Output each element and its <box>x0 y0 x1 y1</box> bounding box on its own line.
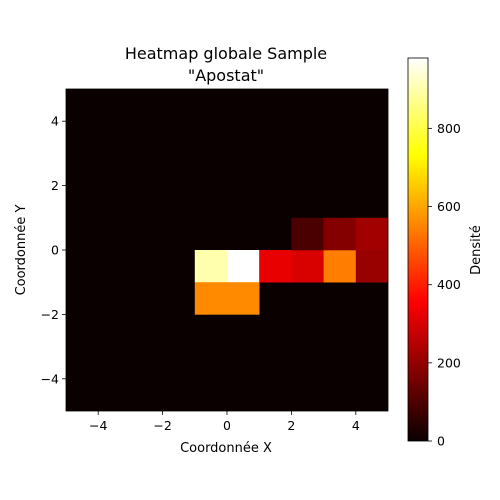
x-tick-label: 4 <box>352 418 360 433</box>
x-tick-label: 0 <box>223 418 231 433</box>
y-tick-label: −2 <box>41 307 59 322</box>
heatmap-cell <box>291 250 324 283</box>
chart-title-line-2: "Apostat" <box>188 66 264 85</box>
heatmap-cell <box>324 218 357 251</box>
colorbar-tick-label: 0 <box>437 434 445 449</box>
heatmap-cell <box>356 250 389 283</box>
y-axis: −4 −2 0 2 4 <box>41 114 66 387</box>
y-tick-label: 2 <box>51 178 59 193</box>
colorbar-axis: 0 200 400 600 800 <box>428 121 461 449</box>
heatmap-cell <box>195 250 228 283</box>
heatmap-cell <box>324 250 357 283</box>
heatmap-cell <box>227 282 260 315</box>
colorbar-tick-label: 200 <box>437 355 461 370</box>
colorbar-tick-label: 800 <box>437 121 461 136</box>
heatmap-cell <box>227 250 260 283</box>
x-tick-label: −2 <box>153 418 171 433</box>
colorbar <box>408 58 428 441</box>
colorbar-tick-label: 600 <box>437 199 461 214</box>
heatmap-cell <box>356 218 389 251</box>
heatmap-plot-area <box>66 89 388 411</box>
y-tick-label: −4 <box>41 371 59 386</box>
y-axis-label: Coordonnée Y <box>14 205 29 296</box>
colorbar-label: Densité <box>469 225 484 275</box>
chart-title-line-1: Heatmap globale Sample <box>125 44 327 63</box>
heatmap-cell <box>259 250 292 283</box>
x-tick-label: 2 <box>287 418 295 433</box>
x-axis-label: Coordonnée X <box>180 441 272 456</box>
heatmap-cell <box>195 282 228 315</box>
colorbar-tick-label: 400 <box>437 277 461 292</box>
x-tick-label: −4 <box>89 418 107 433</box>
y-tick-label: 0 <box>51 243 59 258</box>
x-axis: −4 −2 0 2 4 <box>89 411 360 433</box>
heatmap-cell <box>291 218 324 251</box>
y-tick-label: 4 <box>51 114 59 129</box>
